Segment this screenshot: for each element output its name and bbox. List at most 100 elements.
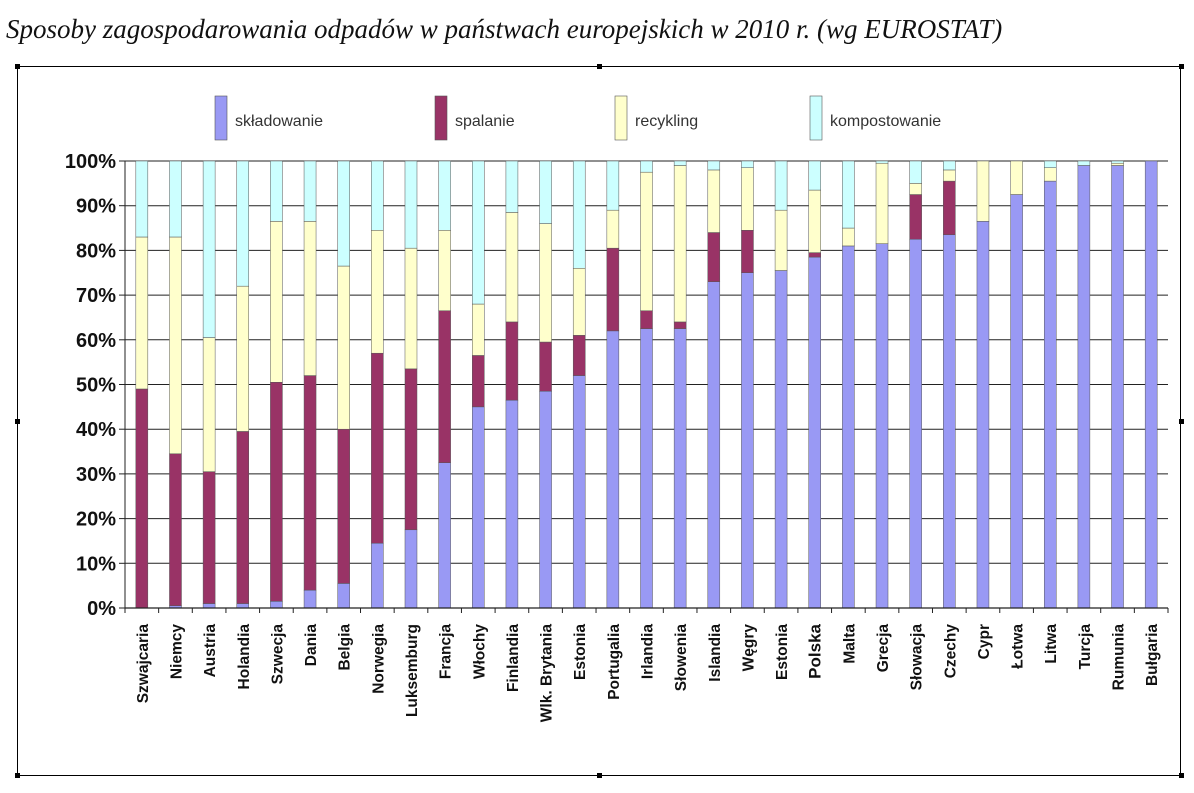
frame-handle-tm[interactable] (597, 64, 602, 69)
bar-segment (1111, 165, 1124, 609)
bar-segment (1144, 160, 1158, 609)
x-tick-label: Szwecja (269, 624, 286, 685)
bar-segment (741, 230, 754, 274)
y-tick-label: 10% (76, 553, 116, 575)
frame-handle-mr[interactable] (1179, 419, 1184, 424)
bar-segment (774, 160, 788, 211)
bar-segment (1010, 194, 1023, 609)
x-tick-label: Rumunia (1111, 624, 1128, 691)
bar-segment (202, 337, 216, 472)
bar-segment (1010, 160, 1023, 195)
bar-segment (640, 171, 653, 311)
x-tick-label: Łotwa (1010, 624, 1027, 669)
bar-segment (539, 341, 552, 392)
x-tick-label: Finlandia (505, 624, 522, 692)
bar-segment (270, 221, 283, 383)
bar-segment (236, 285, 250, 432)
bar-segment (875, 243, 889, 609)
bar-segment (1077, 165, 1091, 609)
y-tick-label: 40% (76, 419, 116, 441)
bar-segment (741, 167, 754, 231)
bar-segment (337, 160, 350, 267)
x-tick-label: Francja (438, 624, 455, 680)
bar-segment (438, 310, 451, 463)
x-tick-label: Irlandia (640, 624, 657, 680)
x-tick-label: Belgia (337, 624, 354, 671)
bar-segment (673, 321, 687, 329)
bar-segment (404, 160, 418, 249)
y-tick-label: 20% (76, 509, 116, 531)
x-tick-label: Cypr (976, 624, 993, 659)
bar-segment (371, 542, 384, 609)
legend-swatch (809, 95, 823, 141)
x-tick-label: Luksemburg (404, 624, 421, 717)
frame-handle-tl[interactable] (15, 64, 20, 69)
bar-segment (673, 160, 687, 166)
bar-segment (707, 232, 721, 282)
frame-handle-bm[interactable] (597, 773, 602, 778)
frame-handle-tr[interactable] (1179, 64, 1184, 69)
bar-segment (1043, 167, 1057, 182)
bar-segment (337, 265, 350, 430)
bar-segment (404, 247, 418, 370)
bar-segment (808, 160, 821, 191)
bar-segment (875, 162, 889, 244)
bar-segment (606, 330, 620, 609)
legend-label: kompostowanie (830, 113, 941, 130)
bar-segment (169, 160, 182, 238)
bar-segment (270, 601, 283, 609)
bar-segment (135, 236, 149, 390)
bar-segment (909, 160, 922, 184)
bar-segment (673, 165, 687, 323)
bar-segment (404, 368, 418, 531)
bar-segment (943, 169, 956, 182)
bar-segment (842, 227, 855, 247)
y-tick-label: 70% (76, 285, 116, 307)
bar-segment (808, 256, 821, 609)
bar-segment (572, 375, 586, 609)
bar-segment (438, 230, 451, 311)
bar-segment (505, 399, 519, 609)
bar-segment (472, 303, 485, 356)
bar-segment (438, 160, 451, 231)
bar-segment (438, 462, 451, 609)
bar-segment (707, 169, 721, 233)
legend-label: recykling (635, 113, 698, 130)
bar-segment (472, 160, 485, 305)
bar-segment (707, 281, 721, 609)
y-tick-label: 0% (87, 598, 116, 620)
y-tick-label: 60% (76, 330, 116, 352)
bar-segment (909, 183, 922, 195)
bar-segment (707, 160, 721, 171)
bar-segment (808, 189, 821, 253)
x-tick-label: Estonia (774, 624, 791, 680)
bar-segment (371, 352, 384, 544)
bar-segment (741, 160, 754, 168)
legend-label: składowanie (235, 113, 323, 130)
frame-handle-ml[interactable] (15, 419, 20, 424)
bar-segment (572, 335, 586, 376)
bar-segment (505, 212, 519, 323)
x-tick-label: Bułgaria (1144, 624, 1161, 686)
bar-segment (1043, 180, 1057, 609)
x-tick-label: Litwa (1043, 624, 1060, 664)
bar-segment (1111, 162, 1124, 166)
bar-segment (976, 160, 990, 222)
bar-segment (1043, 160, 1057, 168)
x-tick-label: Dania (303, 624, 320, 667)
bar-segment (741, 272, 754, 609)
bar-segment (337, 583, 350, 609)
x-tick-label: Szwajcaria (135, 624, 152, 704)
bar-segment (943, 180, 956, 236)
x-tick-label: Portugalia (606, 624, 623, 700)
bar-segment (774, 270, 788, 609)
bar-segment (303, 160, 317, 222)
frame-handle-bl[interactable] (15, 773, 20, 778)
x-tick-label: Wlk. Brytania (539, 624, 556, 723)
x-tick-label: Słowenia (673, 624, 690, 692)
frame-handle-br[interactable] (1179, 773, 1184, 778)
bar-segment (640, 328, 653, 609)
y-tick-label: 80% (76, 240, 116, 262)
bar-segment (135, 160, 149, 238)
bar-segment (606, 247, 620, 332)
